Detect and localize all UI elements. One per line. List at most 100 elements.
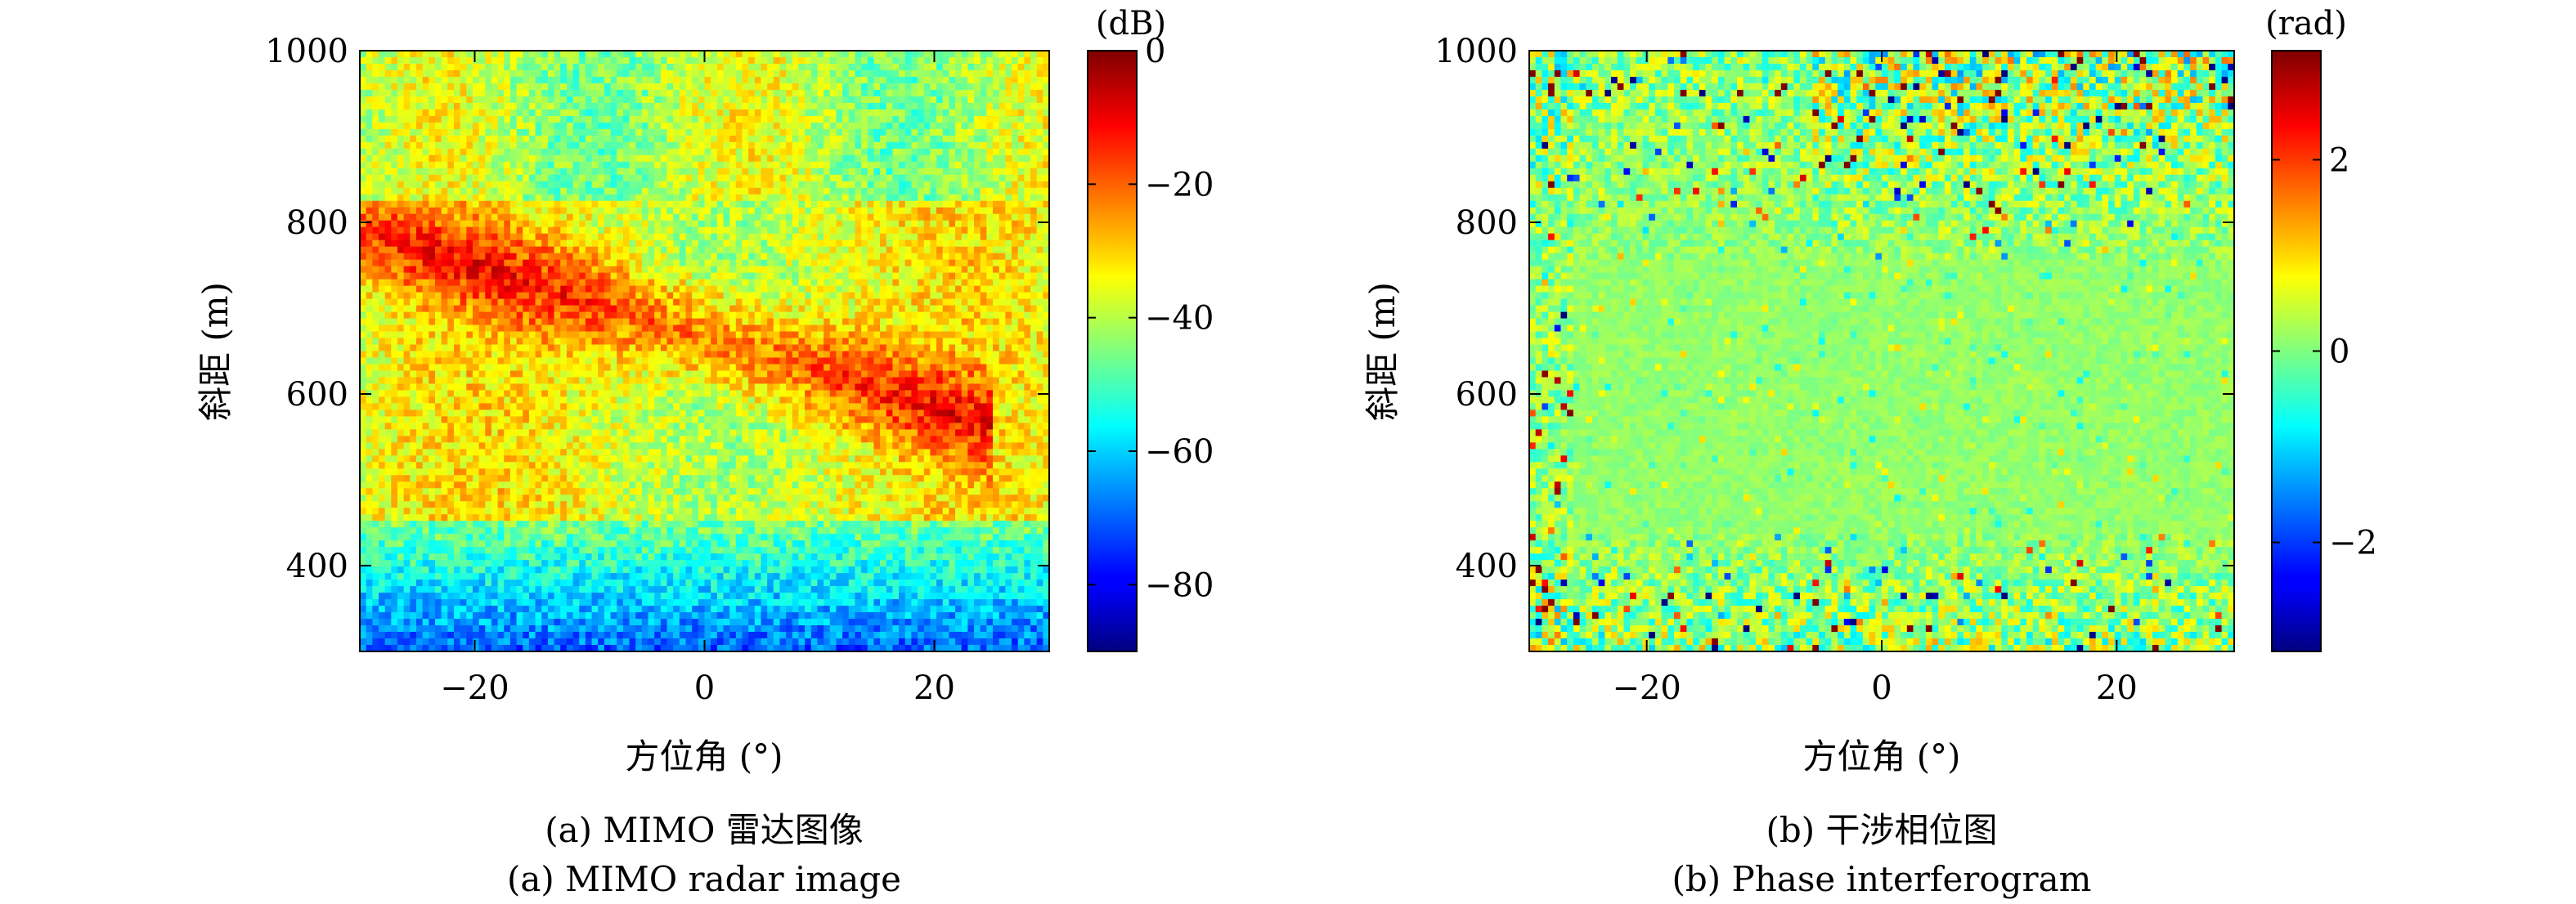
heatmap-cell (967, 285, 975, 293)
heatmap-cell (535, 109, 542, 117)
heatmap-cell (1043, 239, 1050, 248)
heatmap-cell (899, 76, 906, 84)
heatmap-cell (723, 233, 730, 241)
heatmap-cell (453, 56, 461, 65)
heatmap-cell (936, 200, 944, 208)
heatmap-cell (980, 253, 987, 261)
heatmap-cell (798, 135, 806, 143)
heatmap-cell (403, 102, 411, 110)
heatmap-cell (378, 272, 386, 280)
heatmap-cell (666, 226, 674, 235)
heatmap-cell (654, 220, 662, 228)
heatmap-cell (930, 200, 937, 208)
heatmap-cell (986, 83, 994, 91)
heatmap-cell (986, 338, 994, 346)
heatmap-cell (491, 128, 499, 136)
heatmap-cell (855, 338, 862, 346)
heatmap-cell (453, 298, 461, 307)
heatmap-cell (579, 96, 586, 104)
heatmap-cell (560, 174, 568, 182)
heatmap-cell (579, 233, 586, 241)
heatmap-cell (723, 168, 730, 176)
heatmap-cell (1024, 220, 1031, 228)
heatmap-cell (918, 266, 925, 274)
heatmap-cell (798, 109, 806, 117)
heatmap-cell (1012, 63, 1019, 71)
heatmap-cell (497, 226, 505, 235)
heatmap-cell (384, 102, 392, 110)
heatmap-cell (918, 141, 925, 150)
heatmap-cell (648, 187, 655, 195)
heatmap-cell (397, 266, 405, 274)
heatmap-cell (861, 63, 868, 71)
heatmap-cell (403, 56, 411, 65)
heatmap-cell (591, 239, 599, 248)
heatmap-cell (617, 207, 624, 215)
heatmap-cell (911, 69, 918, 78)
heatmap-cell (1024, 338, 1031, 346)
heatmap-cell (528, 154, 536, 163)
heatmap-cell (429, 338, 436, 346)
heatmap-cell (848, 285, 856, 293)
heatmap-cell (585, 161, 593, 169)
heatmap-cell (610, 207, 617, 215)
heatmap-cell (904, 181, 912, 189)
heatmap-cell (491, 233, 499, 241)
heatmap-cell (429, 213, 436, 222)
heatmap-cell (773, 154, 781, 163)
heatmap-cell (980, 96, 987, 104)
heatmap-cell (617, 226, 624, 235)
heatmap-cell (504, 174, 511, 182)
heatmap-cell (478, 168, 486, 176)
heatmap-cell (867, 272, 875, 280)
heatmap-cell (936, 298, 944, 307)
heatmap-cell (523, 338, 530, 346)
heatmap-cell (754, 305, 762, 313)
heatmap-cell (949, 331, 956, 339)
heatmap-cell (509, 272, 518, 280)
heatmap-cell (673, 239, 680, 248)
heatmap-cell (547, 305, 555, 313)
heatmap-cell (1017, 207, 1025, 215)
heatmap-cell (635, 161, 643, 169)
heatmap-cell (485, 259, 492, 267)
heatmap-cell (554, 161, 561, 169)
heatmap-cell (447, 318, 455, 326)
heatmap-cell (403, 305, 411, 313)
heatmap-cell (1036, 324, 1043, 333)
heatmap-cell (824, 259, 831, 267)
heatmap-cell (372, 69, 379, 78)
heatmap-cell (836, 109, 843, 117)
heatmap-cell (999, 266, 1006, 274)
heatmap-cell (516, 239, 523, 248)
heatmap-cell (993, 181, 1000, 189)
heatmap-cell (993, 220, 1000, 228)
heatmap-cell (572, 56, 580, 65)
heatmap-cell (541, 311, 549, 320)
heatmap-cell (523, 83, 530, 91)
heatmap-cell (528, 51, 536, 58)
heatmap-cell (660, 311, 668, 320)
heatmap-cell (1017, 220, 1025, 228)
heatmap-cell (773, 96, 781, 104)
heatmap-cell (410, 200, 417, 208)
heatmap-cell (936, 63, 944, 71)
heatmap-cell (434, 285, 442, 293)
heatmap-cell (974, 161, 981, 169)
heatmap-cell (1036, 122, 1043, 130)
heatmap-cell (679, 338, 687, 346)
heatmap-cell (516, 148, 523, 156)
heatmap-cell (478, 239, 486, 248)
heatmap-cell (554, 181, 561, 189)
heatmap-cell (403, 239, 411, 248)
heatmap-cell (773, 213, 781, 222)
heatmap-cell (855, 69, 862, 78)
heatmap-cell (716, 298, 725, 307)
heatmap-cell (911, 318, 918, 326)
heatmap-cell (466, 298, 473, 307)
heatmap-cell (942, 324, 949, 333)
heatmap-cell (478, 141, 486, 150)
heatmap-cell (698, 141, 706, 150)
heatmap-cell (478, 96, 486, 104)
heatmap-cell (786, 285, 793, 293)
